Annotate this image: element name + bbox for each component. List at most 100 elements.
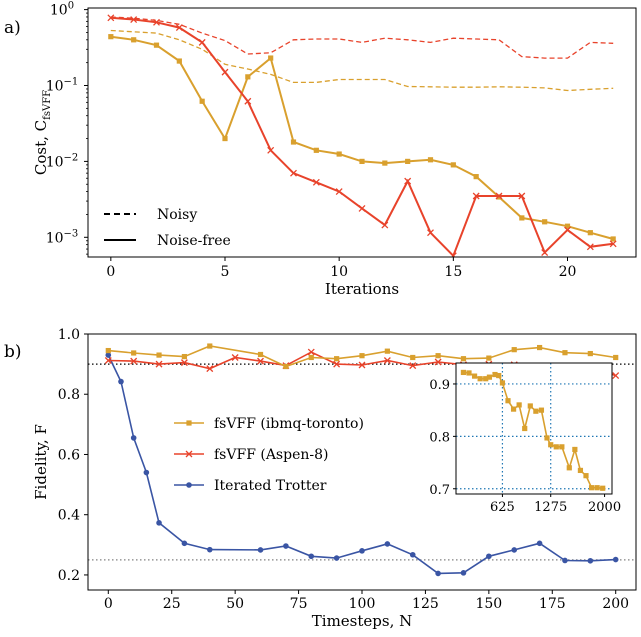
inset-data-point	[471, 373, 478, 379]
data-point	[335, 188, 343, 196]
data-point	[155, 360, 163, 368]
data-point	[199, 98, 205, 104]
inset-background	[456, 363, 612, 494]
data-point	[308, 553, 315, 560]
data-point	[130, 435, 137, 441]
data-point	[359, 548, 365, 554]
data-point	[460, 570, 467, 576]
data-point	[358, 204, 366, 212]
x-tick-label: 5	[221, 264, 230, 280]
data-point	[610, 236, 616, 242]
data-point	[257, 357, 264, 365]
y-tick-label: 1.0	[58, 327, 80, 343]
data-point	[473, 174, 479, 180]
data-point	[181, 540, 188, 547]
data-point	[131, 350, 137, 356]
data-point	[181, 353, 188, 360]
inset-data-point	[499, 380, 506, 386]
data-point	[130, 357, 138, 365]
y-tick-label: 0.8	[58, 387, 80, 403]
data-point	[486, 355, 492, 361]
inset-data-point	[477, 376, 483, 382]
axes-frame-a	[87, 7, 637, 258]
data-point	[427, 229, 434, 237]
data-point	[612, 556, 619, 563]
data-point	[536, 344, 543, 351]
data-point	[312, 178, 320, 186]
x-tick-label: 100	[349, 596, 376, 612]
data-point	[613, 354, 619, 361]
x-tick-label: 175	[539, 596, 566, 612]
legend-marker	[186, 482, 192, 488]
series-line	[110, 29, 614, 92]
inset-data-point	[483, 376, 489, 382]
data-point	[105, 347, 111, 354]
panel-a: 0 5 10 15 20 10−3 10−2 10−1 100 Iterations Cost, C…	[4, 1, 637, 298]
y-tick-label: 10−2	[46, 152, 79, 170]
x-tick-label: 20	[559, 264, 577, 280]
data-point	[118, 378, 124, 385]
series-a-3	[110, 16, 614, 59]
data-point	[404, 177, 412, 185]
y-axis-label-sub: fsVFF	[42, 90, 53, 120]
data-point	[586, 243, 594, 251]
x-tick-label: 0	[106, 264, 115, 280]
data-point	[519, 215, 525, 221]
data-point	[268, 55, 274, 61]
data-point	[358, 361, 366, 369]
data-point	[333, 555, 340, 561]
x-tick-label: 75	[290, 596, 308, 612]
data-point	[334, 356, 340, 362]
data-point	[267, 146, 275, 154]
x-tick-label: 200	[602, 596, 629, 612]
data-point	[153, 42, 160, 48]
x-axis-label: Timesteps, N	[312, 612, 412, 630]
data-point	[156, 352, 162, 358]
panel-b: 0 25 50 75 100 125 150 175 200 0.2 0.4 0.6 0.8 1.0 Tim…	[4, 327, 637, 630]
data-point	[221, 68, 229, 76]
series-b-2	[105, 352, 619, 577]
data-point	[107, 14, 115, 22]
data-point	[231, 354, 239, 361]
data-point	[206, 546, 213, 553]
data-point	[206, 365, 214, 373]
inset-data-point	[566, 465, 572, 471]
inset-data-point	[594, 485, 600, 491]
data-point	[536, 540, 543, 547]
data-point	[180, 359, 188, 367]
data-point	[383, 357, 391, 364]
inset-data-point	[466, 370, 472, 376]
data-point	[518, 192, 526, 200]
inset-data-point	[553, 444, 559, 450]
inset-frame	[455, 362, 613, 495]
data-point	[562, 557, 568, 564]
data-point	[435, 570, 441, 577]
data-point	[290, 139, 297, 145]
y-tick-label: 10−3	[46, 228, 79, 246]
data-point	[198, 38, 206, 46]
series-line	[110, 16, 614, 59]
inset-y-tick-label: 0.9	[429, 378, 450, 393]
data-point	[542, 219, 548, 225]
series-a-2	[110, 29, 614, 92]
y-tick-label: 10−1	[46, 77, 79, 95]
y-tick-label: 0.4	[58, 508, 80, 524]
inset-data-point	[572, 446, 578, 453]
data-point	[612, 372, 620, 380]
inset-data-point	[544, 435, 550, 441]
panel-label-a: a)	[4, 18, 21, 38]
inset-data-point	[492, 371, 498, 378]
legend-label: Iterated Trotter	[214, 478, 327, 494]
data-point	[175, 24, 183, 32]
y-axis-label: Fidelity, F	[32, 424, 50, 500]
data-point	[257, 547, 264, 553]
legend-label: Noisy	[157, 207, 197, 223]
panel-label-b: b)	[4, 342, 22, 362]
data-point	[143, 469, 150, 476]
data-point	[283, 363, 289, 370]
x-tick-label: 50	[226, 596, 244, 612]
data-point	[409, 551, 416, 558]
inset-data-point	[522, 425, 528, 432]
data-point	[222, 135, 228, 142]
